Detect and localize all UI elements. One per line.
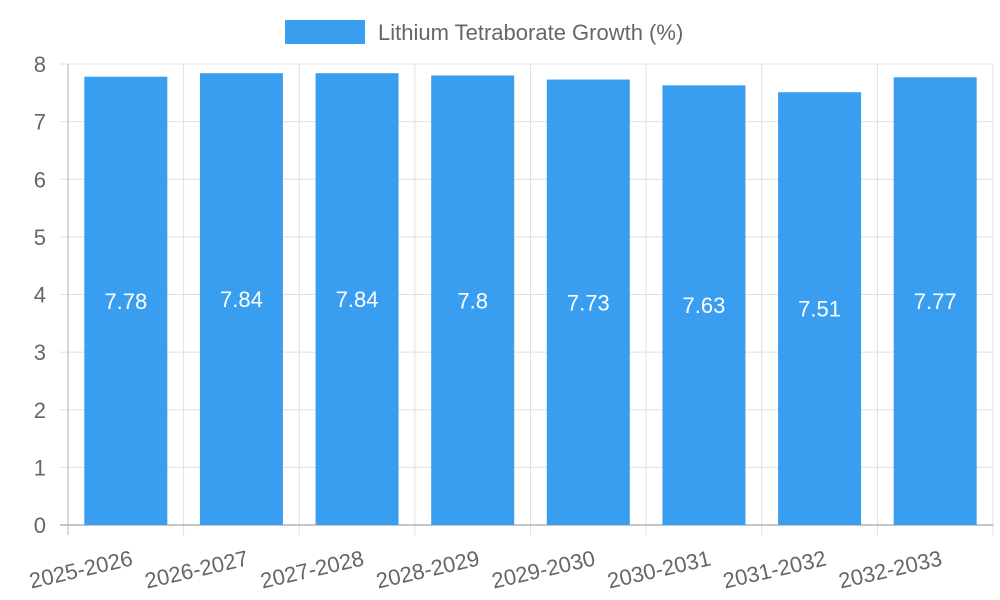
data-label: 7.77 bbox=[914, 289, 957, 314]
y-tick-label: 5 bbox=[34, 225, 46, 250]
legend-swatch bbox=[285, 20, 365, 44]
y-tick-label: 4 bbox=[34, 283, 46, 308]
y-tick-label: 8 bbox=[34, 52, 46, 77]
x-tick-label: 2032-2033 bbox=[836, 546, 944, 594]
y-tick-label: 7 bbox=[34, 110, 46, 135]
x-tick-label: 2031-2032 bbox=[721, 546, 829, 594]
x-tick-label: 2026-2027 bbox=[142, 546, 250, 594]
x-tick-label: 2030-2031 bbox=[605, 546, 713, 594]
data-label: 7.8 bbox=[457, 288, 488, 313]
bar[interactable] bbox=[778, 92, 862, 525]
data-label: 7.84 bbox=[336, 287, 379, 312]
x-tick-label: 2029-2030 bbox=[489, 546, 597, 594]
bar[interactable] bbox=[199, 73, 283, 525]
bar[interactable] bbox=[893, 77, 977, 525]
x-tick-label: 2025-2026 bbox=[27, 546, 135, 594]
bar[interactable] bbox=[431, 75, 515, 526]
data-label: 7.84 bbox=[220, 287, 263, 312]
data-label: 7.51 bbox=[798, 297, 841, 322]
y-tick-label: 0 bbox=[34, 513, 46, 538]
bar[interactable] bbox=[546, 79, 630, 525]
y-tick-label: 3 bbox=[34, 340, 46, 365]
x-tick-label: 2027-2028 bbox=[258, 546, 366, 594]
y-tick-label: 6 bbox=[34, 167, 46, 192]
data-label: 7.63 bbox=[683, 293, 726, 318]
data-label: 7.73 bbox=[567, 290, 610, 315]
data-label: 7.78 bbox=[104, 289, 147, 314]
legend-label: Lithium Tetraborate Growth (%) bbox=[378, 20, 683, 45]
legend[interactable]: Lithium Tetraborate Growth (%) bbox=[285, 20, 683, 45]
bar[interactable] bbox=[84, 76, 168, 526]
x-tick-label: 2028-2029 bbox=[374, 546, 482, 594]
data-labels: 7.78 7.84 7.84 7.8 7.73 7.63 7.51 7.77 bbox=[104, 287, 956, 322]
bars bbox=[84, 73, 977, 526]
bar[interactable] bbox=[662, 85, 746, 525]
y-tick-label: 2 bbox=[34, 398, 46, 423]
bar[interactable] bbox=[315, 73, 399, 525]
y-tick-label: 1 bbox=[34, 455, 46, 480]
